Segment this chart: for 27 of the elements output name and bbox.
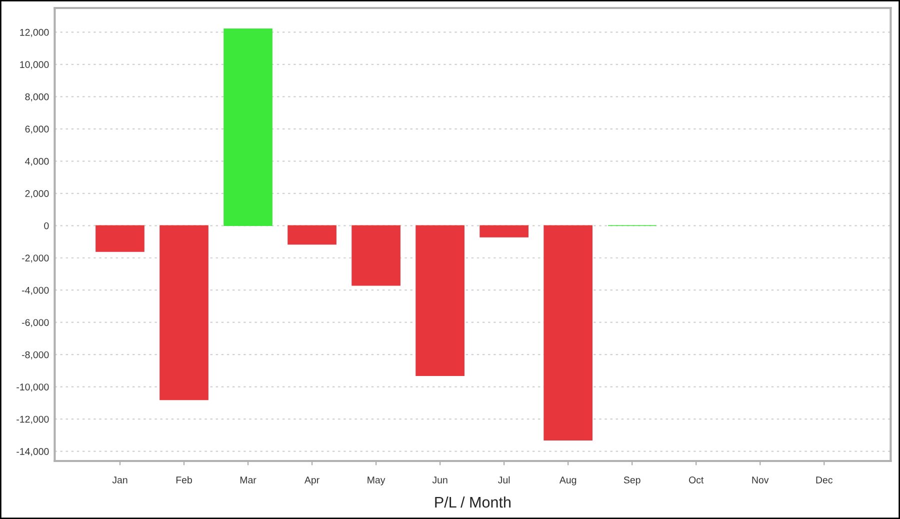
x-tick-label: Jan xyxy=(112,476,128,484)
y-tick-label: 6,000 xyxy=(25,126,49,134)
x-tick-label: May xyxy=(368,476,386,486)
y-tick-label: 8,000 xyxy=(25,93,49,102)
y-tick-label: -14,000 xyxy=(16,448,49,456)
x-tick-label: Mar xyxy=(240,476,256,484)
y-tick-label: -12,000 xyxy=(16,416,49,424)
y-tick-label: -4,000 xyxy=(22,286,49,295)
y-tick-label: -2,000 xyxy=(22,254,49,263)
y-tick-label: 10,000 xyxy=(20,61,49,70)
y-tick-label: 0 xyxy=(44,222,49,230)
y-tick-label: -6,000 xyxy=(22,319,49,328)
y-tick-label: 12,000 xyxy=(20,28,49,37)
x-tick-label: Jul xyxy=(498,476,510,484)
x-tick-label: Jun xyxy=(432,476,448,484)
y-tick-label: -8,000 xyxy=(22,351,49,360)
y-tick-label: -10,000 xyxy=(16,384,49,392)
x-tick-label: Feb xyxy=(176,476,192,484)
x-tick-label: Oct xyxy=(689,476,704,484)
x-tick-label: Dec xyxy=(816,476,833,484)
x-axis-title: P/L / Month xyxy=(435,496,510,508)
y-tick-label: 2,000 xyxy=(25,190,49,198)
x-tick-label: Nov xyxy=(752,476,769,484)
y-tick-label: 4,000 xyxy=(25,158,49,166)
x-tick-label: Aug xyxy=(559,476,576,486)
x-tick-label: Apr xyxy=(304,476,320,486)
x-tick-label: Sep xyxy=(624,476,640,486)
